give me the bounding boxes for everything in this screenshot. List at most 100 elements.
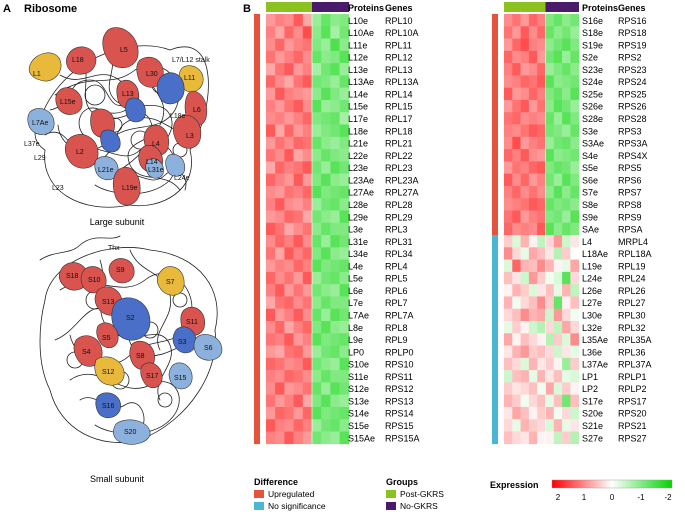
difference-bar-cell <box>492 419 498 432</box>
heatmap-cell <box>302 296 313 310</box>
difference-bar-cell <box>492 50 498 64</box>
heatmap-cell <box>570 149 579 162</box>
heatmap-cell <box>266 173 276 187</box>
heatmap-cell <box>562 308 571 322</box>
heatmap-cell <box>330 173 340 187</box>
heatmap-cell <box>293 271 304 285</box>
heatmap-cell <box>504 406 513 420</box>
heatmap-cell <box>339 296 350 310</box>
heatmap-cell <box>293 99 304 113</box>
heatmap-cell <box>520 63 530 76</box>
heatmap-cell <box>528 173 538 187</box>
heatmap-cell <box>275 75 285 88</box>
heatmap-cell <box>321 394 331 408</box>
heatmap-cell <box>302 63 313 76</box>
difference-bar-cell <box>492 284 498 297</box>
heatmap-cell <box>553 235 563 248</box>
difference-bar-cell <box>254 75 260 88</box>
label-l6: L6 <box>193 107 201 114</box>
protein-label: L11e <box>348 40 367 50</box>
protein-label: L15e <box>348 102 368 112</box>
heatmap-cell <box>553 259 563 273</box>
protein-label: L29e <box>348 212 368 222</box>
gene-label: RPLP2 <box>618 384 647 394</box>
protein-label: L18Ae <box>582 249 608 259</box>
heatmap-cell <box>284 38 294 52</box>
difference-bar-cell <box>254 185 260 199</box>
protein-label: S20e <box>582 409 603 419</box>
heatmap-cell <box>520 87 530 101</box>
heatmap-cell <box>528 38 538 52</box>
protein-label: L13e <box>348 65 368 75</box>
gene-label: RPS15A <box>385 433 420 443</box>
group-header-cell <box>553 2 563 12</box>
heatmap-cell <box>330 235 340 248</box>
label-s12: S12 <box>102 369 115 376</box>
protein-label: L4 <box>582 237 592 247</box>
heatmap-cell <box>545 394 555 408</box>
heatmap-cell <box>562 296 571 310</box>
heatmap-cell <box>512 63 521 76</box>
heatmap-cell <box>312 99 322 113</box>
heatmap-cell <box>553 333 563 346</box>
heatmap-cell <box>570 284 579 297</box>
proteins-header: Proteins <box>348 3 384 13</box>
heatmap-cell <box>512 198 521 211</box>
heatmap-cell <box>520 222 530 236</box>
heatmap-cell <box>504 210 513 224</box>
heatmap-cell <box>312 161 322 174</box>
panel-b-letter: B <box>243 3 251 15</box>
protein-label: S19e <box>582 40 603 50</box>
heatmap-cell <box>528 370 538 383</box>
legend-upregulated-label: Upregulated <box>268 489 315 499</box>
gene-label: RPS24 <box>618 77 647 87</box>
heatmap-cell <box>312 296 322 310</box>
label-l7-l12-stalk: L7/L12 stalk <box>172 57 210 64</box>
heatmap-cell <box>284 222 294 236</box>
heatmap-cell <box>275 333 285 346</box>
heatmap-cell <box>284 296 294 310</box>
heatmap-cell <box>275 112 285 125</box>
heatmap-cell <box>266 161 276 174</box>
heatmap-cell <box>570 406 579 420</box>
label-s18: S18 <box>66 273 79 280</box>
heatmap-cell <box>293 149 304 162</box>
heatmap-cell <box>545 345 555 359</box>
heatmap-cell <box>330 63 340 76</box>
heatmap-cell <box>275 198 285 211</box>
difference-bar-cell <box>254 284 260 297</box>
heatmap-cell <box>570 161 579 174</box>
heatmap-cell <box>266 431 276 445</box>
heatmap-cell <box>553 370 563 383</box>
heatmap-cell <box>321 333 331 346</box>
heatmap-cell <box>520 259 530 273</box>
heatmap-cell <box>293 198 304 211</box>
heatmap-cell <box>545 63 555 76</box>
heatmap-cell <box>293 357 304 371</box>
large-subunit-structure: L1 L18 L5 L7/L12 stalk L11 L30 L6 L3 L4 … <box>24 27 210 208</box>
protein-s20 <box>113 419 151 445</box>
heatmap-cell <box>312 321 322 334</box>
heatmap-cell <box>528 50 538 64</box>
heatmap-cell <box>537 271 546 285</box>
heatmap-cell <box>545 210 555 224</box>
heatmap-cell <box>321 173 331 187</box>
heatmap-cell <box>293 345 304 359</box>
difference-bar-cell <box>492 370 498 383</box>
heatmap-cell <box>504 222 513 236</box>
heatmap-cell <box>504 333 513 346</box>
heatmap-cell <box>512 284 521 297</box>
label-l21e: L21e <box>98 167 114 174</box>
heatmap-cell <box>330 99 340 113</box>
protein-label: S4e <box>582 151 598 161</box>
protein-label: L12e <box>348 53 368 63</box>
heatmap-cell <box>512 149 521 162</box>
protein-s18 <box>58 262 89 291</box>
label-l11: L11 <box>184 75 195 82</box>
heatmap-cell <box>512 75 521 88</box>
heatmap-cell <box>275 87 285 101</box>
protein-label: L7Ae <box>348 311 369 321</box>
protein-label: L9e <box>348 335 363 345</box>
heatmap-cell <box>545 75 555 88</box>
heatmap-cell <box>512 382 521 395</box>
